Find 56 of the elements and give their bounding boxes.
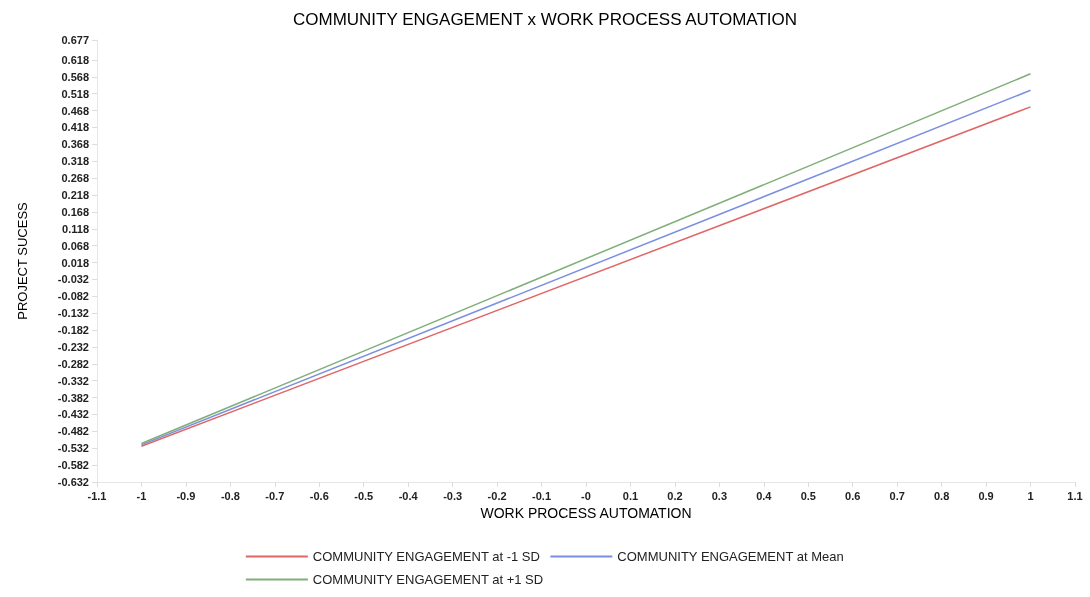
x-tick-label: 0.1: [622, 489, 639, 502]
x-tick-label: -0.2: [487, 489, 507, 502]
y-tick-label: 0.618: [61, 53, 89, 66]
x-tick-label: 1: [1027, 489, 1034, 502]
y-tick-label: -0.332: [57, 374, 89, 387]
x-tick-label: -0.3: [443, 489, 463, 502]
x-tick-label: -0.5: [354, 489, 374, 502]
x-tick-label: -0.6: [309, 489, 329, 502]
chart-title: COMMUNITY ENGAGEMENT x WORK PROCESS AUTOMATION: [292, 10, 798, 29]
y-tick-label: 0.518: [61, 87, 89, 100]
x-tick-label: -0.9: [176, 489, 196, 502]
x-axis-title: WORK PROCESS AUTOMATION: [480, 505, 692, 521]
y-tick-label: -0.082: [57, 290, 89, 303]
x-tick-label: -0.4: [398, 489, 419, 502]
y-tick-label: -0.132: [57, 307, 89, 320]
y-tick-label: -0.482: [57, 425, 89, 438]
x-tick-label: 0.8: [933, 489, 950, 502]
x-tick-label: 0.9: [978, 489, 994, 502]
x-tick-label: -0: [581, 489, 591, 502]
x-tick-label: 0.3: [711, 489, 728, 502]
x-tick-label: 0.6: [845, 489, 861, 502]
legend-label: COMMUNITY ENGAGEMENT at Mean: [617, 549, 844, 564]
y-tick-label: -0.032: [57, 273, 89, 286]
x-tick-label: -1: [136, 489, 147, 502]
y-tick-label: -0.432: [57, 408, 89, 421]
y-tick-label: 0.468: [61, 104, 89, 117]
x-tick-label: 0.7: [889, 489, 905, 502]
x-tick-label: -0.7: [265, 489, 285, 502]
y-tick-label: -0.582: [57, 459, 89, 472]
y-tick-label: 0.418: [61, 121, 89, 134]
legend-label: COMMUNITY ENGAGEMENT at -1 SD: [312, 549, 540, 564]
y-tick-label: -0.532: [57, 442, 89, 455]
y-tick-label: 0.168: [61, 205, 89, 218]
x-tick-label: 0.4: [756, 489, 773, 502]
x-tick-label: 0.5: [800, 489, 816, 502]
y-tick-label: 0.018: [61, 256, 89, 269]
y-tick-label: 0.068: [61, 239, 89, 252]
legend-label: COMMUNITY ENGAGEMENT at +1 SD: [312, 572, 544, 587]
y-tick-label: 0.118: [62, 222, 89, 235]
y-tick-label: 0.218: [61, 188, 89, 201]
y-axis-title: PROJECT SUCESS: [15, 201, 30, 320]
y-tick-label: 0.268: [61, 172, 89, 185]
y-tick-label: -0.382: [57, 391, 89, 404]
y-tick-label: -0.182: [57, 324, 89, 337]
x-tick-label: -1.1: [87, 489, 107, 502]
y-tick-label: -0.232: [57, 340, 89, 353]
x-tick-label: -0.8: [220, 489, 240, 502]
y-tick-label: -0.632: [57, 476, 89, 488]
y-tick-label: 0.568: [61, 70, 89, 83]
x-tick-label: -0.1: [532, 489, 552, 502]
x-tick-label: 1.1: [1067, 489, 1083, 502]
y-tick-label: 0.368: [61, 138, 89, 151]
y-tick-label: -0.282: [57, 357, 89, 370]
y-tick-label: 0.677: [61, 34, 89, 46]
y-tick-label: 0.318: [61, 155, 89, 168]
x-tick-label: 0.2: [667, 489, 683, 502]
